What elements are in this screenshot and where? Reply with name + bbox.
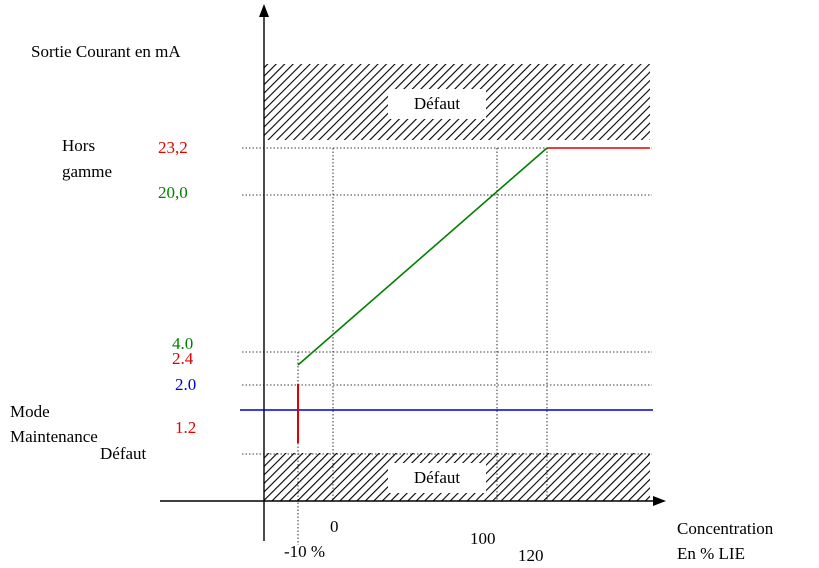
y-tick-4-0: 4.0 [172,334,194,353]
x-axis-title-line2: En % LIE [677,544,745,563]
mode-label-line2: Maintenance [10,427,98,446]
y-tick-2-4: 2.4 [172,349,194,368]
hors-gamme-label-line2: gamme [62,162,113,181]
y-tick-23-2: 23,2 [158,138,188,157]
defaut-top-box: Défaut [388,89,486,119]
y-axis-arrowhead [259,4,269,17]
y-axis-title: Sortie Courant en mA [31,42,181,61]
x-tick-minus10: -10 % [284,542,326,561]
y-tick-20-0: 20,0 [158,183,188,202]
x-axis-arrowhead [653,496,666,506]
output-ramp-line [297,147,548,366]
defaut-left-label: Défaut [100,444,147,463]
y-tick-2-0: 2.0 [175,375,197,394]
x-axis-title-line1: Concentration [677,519,774,538]
mode-label-line1: Mode [10,402,50,421]
x-tick-100: 100 [470,529,496,548]
horizontal-reference-lines [242,147,652,455]
x-tick-0: 0 [330,517,339,536]
x-tick-120: 120 [518,546,544,565]
defaut-bottom-box: Défaut [388,463,486,493]
y-tick-1-2: 1.2 [175,418,197,437]
hors-gamme-label-line1: Hors [62,136,96,155]
